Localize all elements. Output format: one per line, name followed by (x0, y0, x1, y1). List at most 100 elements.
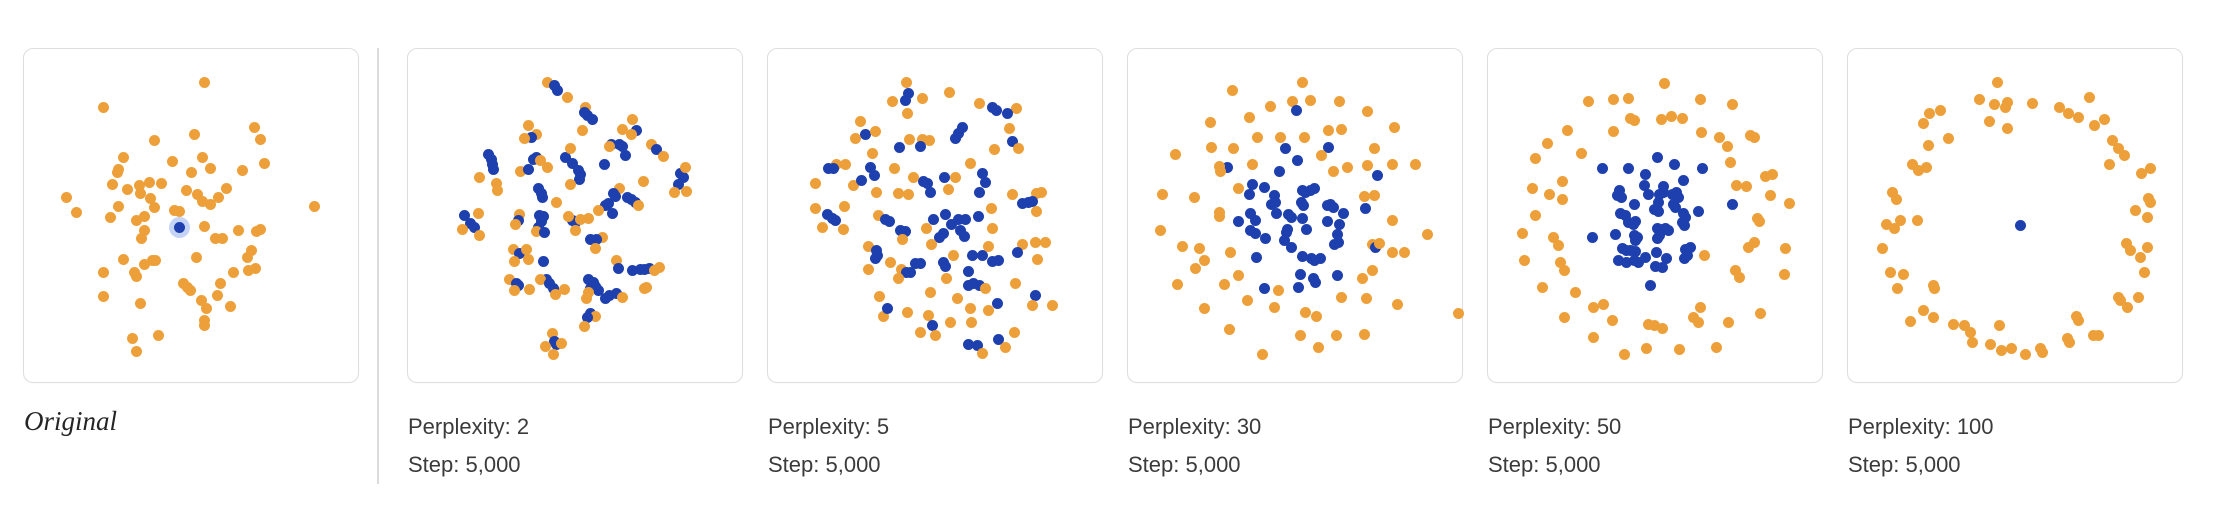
data-point[interactable] (914, 326, 926, 338)
data-point[interactable] (1198, 254, 1210, 266)
data-point[interactable] (184, 284, 196, 296)
data-point[interactable] (185, 166, 197, 178)
data-point[interactable] (537, 255, 549, 267)
data-point[interactable] (2120, 237, 2132, 249)
data-point[interactable] (1556, 175, 1568, 187)
data-point[interactable] (1569, 286, 1581, 298)
data-point[interactable] (1618, 348, 1630, 360)
data-point[interactable] (1243, 111, 1255, 123)
data-point[interactable] (1586, 231, 1598, 243)
data-point[interactable] (1366, 264, 1378, 276)
data-point[interactable] (490, 177, 502, 189)
data-point[interactable] (982, 240, 994, 252)
data-point[interactable] (1223, 323, 1235, 335)
data-point[interactable] (973, 279, 985, 291)
data-point[interactable] (1337, 207, 1349, 219)
data-point[interactable] (578, 320, 590, 332)
data-point[interactable] (916, 133, 928, 145)
data-point[interactable] (939, 260, 951, 272)
data-point[interactable] (97, 101, 109, 113)
data-point[interactable] (520, 243, 532, 255)
data-point[interactable] (236, 164, 248, 176)
data-point[interactable] (896, 233, 908, 245)
data-point[interactable] (509, 218, 521, 230)
data-point[interactable] (949, 132, 961, 144)
data-point[interactable] (900, 76, 912, 88)
data-point[interactable] (1232, 182, 1244, 194)
data-point[interactable] (1619, 209, 1631, 221)
data-point[interactable] (180, 184, 192, 196)
data-point[interactable] (1642, 188, 1654, 200)
data-point[interactable] (940, 272, 952, 284)
data-point[interactable] (1280, 226, 1292, 238)
data-point[interactable] (859, 128, 871, 140)
data-point[interactable] (190, 251, 202, 263)
data-point[interactable] (609, 190, 621, 202)
data-point[interactable] (645, 138, 657, 150)
data-point[interactable] (679, 161, 691, 173)
data-point[interactable] (1668, 158, 1680, 170)
data-point[interactable] (1193, 242, 1205, 254)
data-point[interactable] (1386, 246, 1398, 258)
data-point[interactable] (2001, 122, 2013, 134)
data-point[interactable] (1299, 306, 1311, 318)
data-point[interactable] (2092, 329, 2104, 341)
data-point[interactable] (1373, 237, 1385, 249)
data-point[interactable] (1917, 117, 1929, 129)
data-point[interactable] (990, 104, 1002, 116)
data-point[interactable] (603, 289, 615, 301)
data-point[interactable] (1947, 318, 1959, 330)
data-point[interactable] (992, 333, 1004, 345)
data-point[interactable] (1327, 201, 1339, 213)
data-point[interactable] (2129, 204, 2141, 216)
data-point[interactable] (855, 174, 867, 186)
data-point[interactable] (232, 224, 244, 236)
data-point[interactable] (1278, 234, 1290, 246)
data-point[interactable] (849, 132, 861, 144)
data-point[interactable] (1684, 241, 1696, 253)
data-point[interactable] (927, 213, 939, 225)
data-point[interactable] (191, 188, 203, 200)
data-point[interactable] (612, 262, 624, 274)
data-point[interactable] (2132, 291, 2144, 303)
data-point[interactable] (1035, 186, 1047, 198)
data-point[interactable] (1729, 264, 1741, 276)
data-point[interactable] (1988, 98, 2000, 110)
data-point[interactable] (1246, 158, 1258, 170)
data-point[interactable] (581, 311, 593, 323)
data-point[interactable] (1265, 198, 1277, 210)
data-point[interactable] (130, 345, 142, 357)
data-point[interactable] (1993, 319, 2005, 331)
data-point[interactable] (1341, 161, 1353, 173)
data-point[interactable] (1628, 198, 1640, 210)
data-point[interactable] (198, 76, 210, 88)
data-point[interactable] (616, 291, 628, 303)
data-point[interactable] (942, 183, 954, 195)
data-point[interactable] (938, 171, 950, 183)
data-point[interactable] (1606, 314, 1618, 326)
data-point[interactable] (70, 206, 82, 218)
data-point[interactable] (1886, 186, 1898, 198)
data-point[interactable] (60, 191, 72, 203)
data-point[interactable] (538, 226, 550, 238)
data-point[interactable] (949, 171, 961, 183)
data-point[interactable] (214, 277, 226, 289)
data-point[interactable] (522, 163, 534, 175)
data-point[interactable] (672, 178, 684, 190)
data-point[interactable] (1649, 260, 1661, 272)
data-point[interactable] (1655, 113, 1667, 125)
data-point[interactable] (1218, 278, 1230, 290)
data-point[interactable] (1009, 277, 1021, 289)
data-point[interactable] (1176, 240, 1188, 252)
data-point[interactable] (1632, 256, 1644, 268)
data-point[interactable] (914, 140, 926, 152)
data-point[interactable] (1656, 322, 1668, 334)
data-point[interactable] (1249, 214, 1261, 226)
data-point[interactable] (592, 204, 604, 216)
data-point[interactable] (1698, 249, 1710, 261)
data-point[interactable] (1999, 101, 2011, 113)
data-point[interactable] (921, 177, 933, 189)
data-point[interactable] (1011, 246, 1023, 258)
data-point[interactable] (619, 149, 631, 161)
data-point[interactable] (525, 131, 537, 143)
